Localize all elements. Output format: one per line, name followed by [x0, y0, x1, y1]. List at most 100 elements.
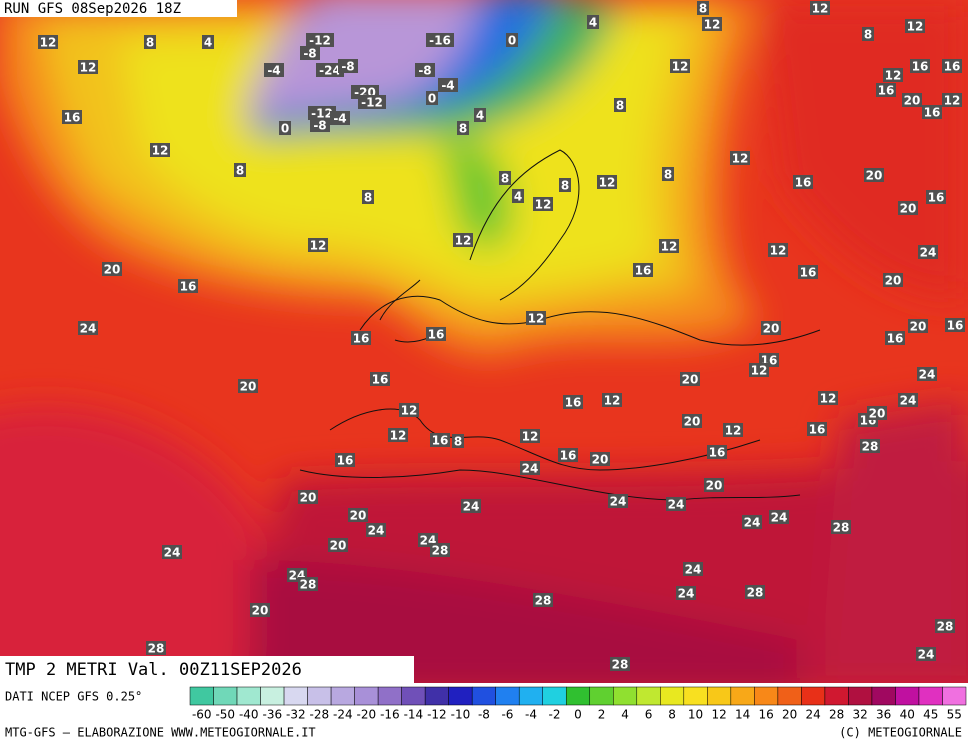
contour-label-box	[461, 499, 481, 513]
contour-label-box	[862, 27, 874, 41]
contour-label: 20	[706, 479, 723, 493]
contour-label: 12	[770, 244, 787, 258]
legend-label: -8	[478, 708, 490, 722]
contour-label: -12	[361, 96, 383, 110]
legend-label: 10	[688, 708, 703, 722]
contour-label-box	[298, 577, 318, 591]
contour-label-box	[590, 452, 610, 466]
legend-label: 14	[735, 708, 750, 722]
contour-label: 12	[704, 18, 721, 32]
contour-label-box	[864, 168, 884, 182]
contour-label: 28	[937, 620, 954, 634]
contour-label-box	[898, 393, 918, 407]
contour-label: 12	[80, 61, 97, 75]
contour-label: -8	[303, 47, 316, 61]
contour-label: -4	[267, 64, 280, 78]
legend-swatch	[354, 686, 379, 706]
legend-swatch	[424, 686, 449, 706]
contour-label: -12	[311, 107, 333, 121]
legend-swatch	[942, 686, 967, 706]
legend-swatch	[707, 686, 732, 706]
legend-label: 12	[711, 708, 726, 722]
contour-label: 20	[866, 169, 883, 183]
contour-label-box	[328, 538, 348, 552]
contour-label: 12	[401, 404, 418, 418]
title-box	[0, 656, 414, 683]
contour-label: 12	[725, 424, 742, 438]
legend-swatch	[565, 686, 591, 706]
legend-label: 8	[668, 708, 676, 722]
contour-label-box	[146, 641, 166, 655]
contour-label-box	[898, 201, 918, 215]
contour-label: 28	[148, 642, 165, 656]
legend-label: -60	[192, 708, 212, 722]
contour-label-box	[78, 60, 98, 74]
contour-label: 8	[146, 36, 154, 50]
legend-swatch	[848, 686, 873, 706]
contour-label: 24	[668, 498, 685, 512]
contour-label: 20	[104, 263, 121, 277]
contour-label-box	[597, 175, 617, 189]
legend-label: 40	[900, 708, 915, 722]
contour-label-box	[633, 263, 653, 277]
contour-label-box	[918, 245, 938, 259]
contour-label: 12	[599, 176, 616, 190]
contour-label: 8	[664, 168, 672, 182]
contour-label: -8	[313, 119, 326, 133]
contour-label-box	[942, 59, 962, 73]
legend-label: 24	[806, 708, 821, 722]
contour-label: 20	[330, 539, 347, 553]
contour-label-box	[415, 63, 435, 77]
contour-label: 16	[428, 328, 445, 342]
contour-label-box	[520, 461, 540, 475]
legend-swatch	[401, 686, 426, 706]
contour-label: 12	[522, 430, 539, 444]
contour-label: 20	[684, 415, 701, 429]
contour-label-box	[506, 33, 518, 47]
contour-label-box	[366, 523, 386, 537]
contour-label: 16	[795, 176, 812, 190]
legend-swatch	[636, 686, 661, 706]
contour-label-box	[908, 319, 928, 333]
legend-swatch	[283, 686, 308, 706]
contour-label-box	[723, 423, 743, 437]
contour-label: 16	[924, 106, 941, 120]
legend-swatch	[918, 686, 943, 706]
legend-swatch	[330, 686, 355, 706]
contour-label: 12	[528, 312, 545, 326]
legend-label: 6	[645, 708, 653, 722]
contour-label-box	[942, 93, 962, 107]
contour-label: 16	[800, 266, 817, 280]
contour-label-box	[922, 105, 942, 119]
contour-label: 12	[732, 152, 749, 166]
contour-label-box	[602, 393, 622, 407]
contour-label: 28	[833, 521, 850, 535]
legend-label: 4	[621, 708, 629, 722]
contour-label-box	[905, 19, 925, 33]
contour-label: 0	[428, 92, 436, 106]
legend-label: 55	[947, 708, 962, 722]
run-box	[0, 0, 237, 17]
contour-label: 20	[682, 373, 699, 387]
legend-swatch	[895, 686, 920, 706]
contour-label: -16	[429, 34, 451, 48]
contour-label-box	[234, 163, 246, 177]
contour-label: 0	[281, 122, 289, 136]
contour-label: 24	[919, 368, 936, 382]
contour-label: 12	[885, 69, 902, 83]
contour-label-box	[614, 98, 626, 112]
contour-label: -4	[441, 79, 454, 93]
contour-label-box	[666, 497, 686, 511]
contour-label-box	[659, 239, 679, 253]
contour-label-box	[358, 95, 386, 109]
contour-label: 16	[809, 423, 826, 437]
contour-label-box	[745, 585, 765, 599]
legend-label: -50	[215, 708, 235, 722]
contour-label: 24	[522, 462, 539, 476]
contour-label-box	[298, 490, 318, 504]
contour-label: 20	[763, 322, 780, 336]
contour-label: 8	[501, 172, 509, 186]
contour-label: 24	[900, 394, 917, 408]
contour-label: 16	[928, 191, 945, 205]
contour-label: 4	[514, 190, 522, 204]
